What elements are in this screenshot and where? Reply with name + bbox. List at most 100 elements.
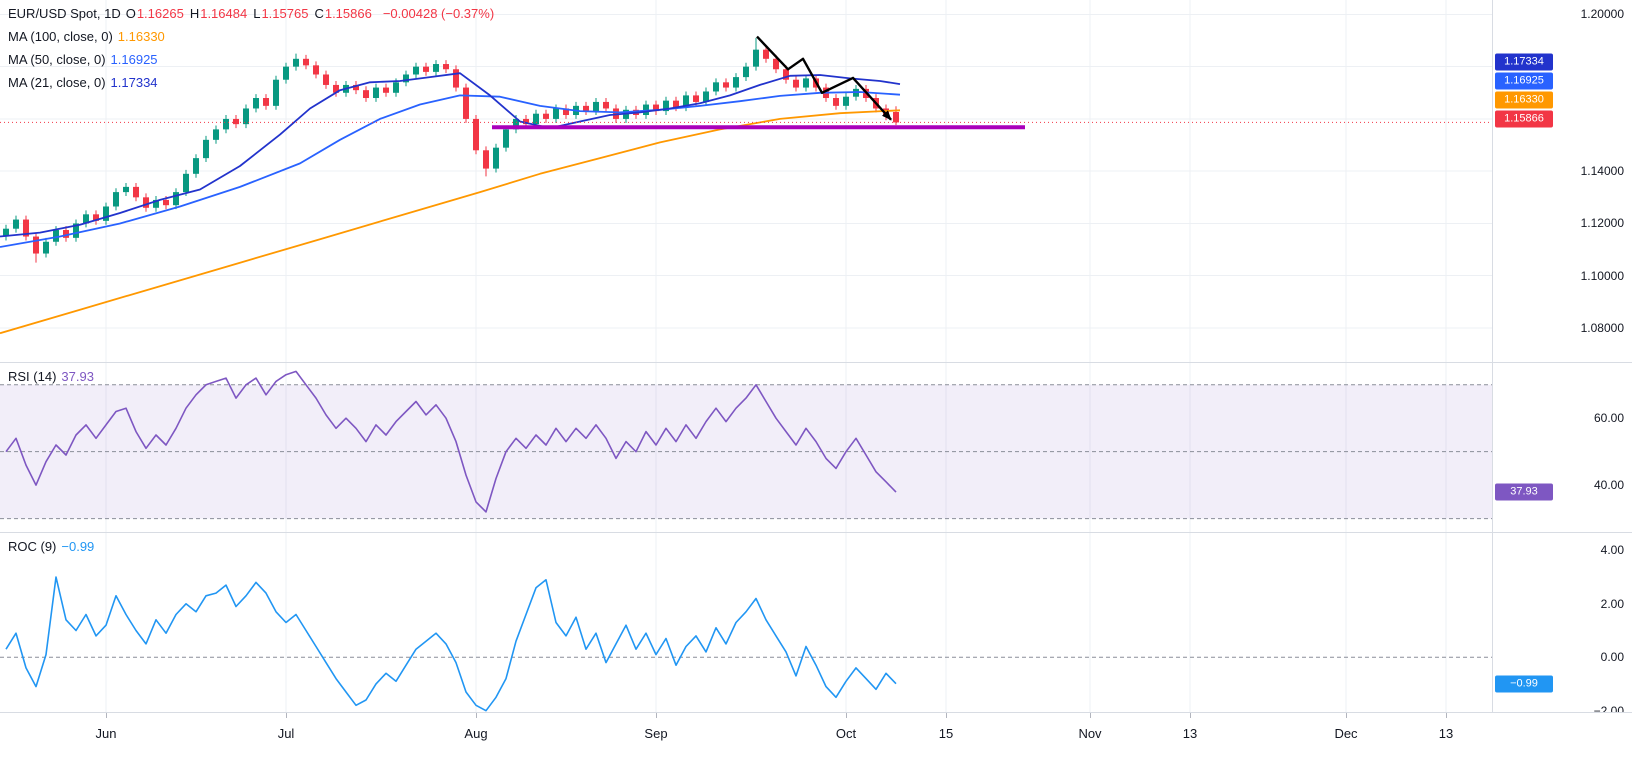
rsi-value: 37.93 (61, 369, 94, 384)
candle-body (643, 104, 649, 116)
rsi-axis[interactable]: 60.00 40.00 37.93 (1493, 363, 1632, 532)
candle-body (103, 206, 109, 221)
candle-body (833, 98, 839, 106)
candle-body (123, 186, 129, 193)
candle-body (93, 214, 99, 221)
candle-body (803, 78, 809, 88)
candle-body (273, 79, 279, 106)
candle-body (723, 82, 729, 88)
change-value: −0.00428 (−0.37%) (382, 6, 495, 21)
candle-body (43, 241, 49, 254)
candle-body (253, 98, 259, 109)
price-badge: 1.16925 (1495, 72, 1553, 90)
candle-body (733, 77, 739, 88)
candle-body (843, 96, 849, 106)
candle-body (473, 118, 479, 151)
rsi-line[interactable] (5, 370, 897, 513)
time-axis-border (0, 712, 1632, 713)
time-axis[interactable]: Jun Jul Aug Sep Oct 15 Nov 13 Dec 13 (0, 713, 1632, 783)
roc-axis[interactable]: 4.00 2.00 0.00 −2.00 −0.99 (1493, 533, 1632, 718)
candle-body (673, 100, 679, 108)
candle-body (493, 147, 499, 169)
candle-body (333, 84, 339, 93)
candle-body (663, 100, 669, 112)
candle-body (483, 150, 489, 169)
candle-body (63, 230, 69, 238)
ohlc-item: H 1.16484 (189, 6, 248, 21)
candle-body (743, 66, 749, 78)
candle-body (173, 192, 179, 206)
candle-body (533, 113, 539, 125)
candle-body (3, 228, 9, 237)
candle-body (443, 64, 449, 70)
time-axis-tick (106, 713, 107, 718)
candle-body (263, 98, 269, 106)
ohlc-values: O 1.16265 H 1.16484 L 1.15765 C 1.15866 (126, 5, 378, 22)
time-axis-tick (1190, 713, 1191, 718)
roc-chart-canvas[interactable] (0, 533, 1492, 712)
ma-legend-label: MA (21, close, 0) (8, 75, 106, 90)
price-axis[interactable]: 1.20000 1.14000 1.12000 1.10000 1.08000 1.173… (1493, 0, 1632, 362)
candle-body (363, 90, 369, 99)
candle-body (313, 65, 319, 75)
candle-body (603, 101, 609, 109)
time-axis-tick (286, 713, 287, 718)
price-chart-canvas[interactable] (0, 0, 1492, 362)
ohlc-item: C 1.15866 (314, 6, 372, 21)
trend-arrow-annotation[interactable] (756, 35, 892, 121)
symbol-title: EUR/USD Spot, 1D (8, 6, 121, 21)
price-axis-label: 1.20000 (1580, 7, 1624, 22)
roc-axis-label: 4.00 (1600, 543, 1624, 558)
ma-21-line[interactable] (0, 72, 901, 238)
ma-100-line[interactable] (0, 109, 901, 335)
candle-body (133, 186, 139, 198)
roc-panel[interactable]: ROC (9) −0.99 (0, 533, 1492, 712)
panel-separator[interactable] (0, 362, 1632, 363)
candle-body (13, 219, 19, 229)
rsi-panel[interactable]: RSI (14) 37.93 (0, 363, 1492, 532)
roc-axis-label: 0.00 (1600, 650, 1624, 665)
ma-legend-row[interactable]: MA (100, close, 0) 1.16330 (8, 28, 494, 45)
candle-body (753, 49, 759, 67)
time-axis-tick (1346, 713, 1347, 718)
price-axis-label: 1.12000 (1580, 216, 1624, 231)
candle-body (283, 66, 289, 80)
time-axis-label: 13 (1182, 726, 1198, 741)
candle-body (33, 236, 39, 254)
candle-body (23, 219, 29, 237)
candle-body (523, 118, 529, 125)
ma-legend-row[interactable]: MA (50, close, 0) 1.16925 (8, 51, 494, 68)
symbol-legend-row[interactable]: EUR/USD Spot, 1D O 1.16265 H 1.16484 L 1.1576… (8, 5, 494, 22)
candle-body (653, 104, 659, 112)
ma-legend-value: 1.17334 (110, 75, 158, 90)
candle-body (223, 118, 229, 130)
time-axis-label: 13 (1438, 726, 1454, 741)
candle-body (793, 79, 799, 88)
candle-body (393, 82, 399, 93)
candle-body (73, 223, 79, 238)
rsi-chart-canvas[interactable] (0, 363, 1492, 532)
candle-body (593, 101, 599, 112)
candle-body (383, 87, 389, 93)
roc-legend[interactable]: ROC (9) −0.99 (8, 538, 94, 561)
candle-body (683, 95, 689, 108)
roc-line[interactable] (5, 576, 897, 712)
candle-body (403, 74, 409, 83)
price-panel[interactable]: EUR/USD Spot, 1D O 1.16265 H 1.16484 L 1.1576… (0, 0, 1492, 362)
main-legend: EUR/USD Spot, 1D O 1.16265 H 1.16484 L 1.1576… (8, 5, 494, 97)
candle-body (553, 108, 559, 119)
ma-legend-value: 1.16925 (110, 52, 158, 67)
ohlc-item: O 1.16265 (125, 6, 184, 21)
candle-body (323, 74, 329, 85)
axis-border (1492, 0, 1493, 712)
time-axis-label: 15 (938, 726, 954, 741)
roc-axis-label: 2.00 (1600, 596, 1624, 611)
panel-separator[interactable] (0, 532, 1632, 533)
rsi-legend[interactable]: RSI (14) 37.93 (8, 368, 94, 391)
candlestick-series[interactable] (3, 37, 899, 263)
ma-legend-value: 1.16330 (117, 29, 165, 44)
candle-body (503, 129, 509, 148)
ma-50-line[interactable] (0, 91, 901, 248)
candle-body (713, 82, 719, 92)
ma-legend-row[interactable]: MA (21, close, 0) 1.17334 (8, 74, 494, 91)
